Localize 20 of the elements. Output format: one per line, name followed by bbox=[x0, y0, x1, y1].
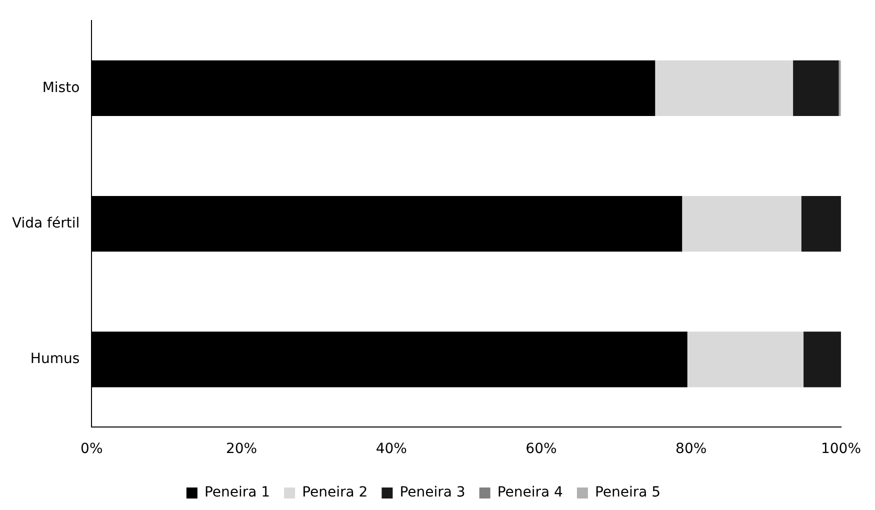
y-tick-label: Humus bbox=[30, 351, 80, 368]
y-tick-label: Misto bbox=[42, 80, 80, 96]
legend-label: Peneira 1 bbox=[204, 484, 270, 501]
x-tick-label: 40% bbox=[376, 441, 407, 458]
bar bbox=[687, 332, 804, 388]
legend-label: Peneira 5 bbox=[594, 484, 661, 501]
bar bbox=[682, 196, 802, 252]
bar bbox=[801, 196, 841, 252]
x-tick-label: 0% bbox=[80, 441, 103, 458]
bar bbox=[655, 60, 794, 116]
x-tick-label: 80% bbox=[676, 441, 707, 458]
bar bbox=[804, 332, 841, 388]
legend-label: Peneira 4 bbox=[497, 484, 564, 501]
legend-label: Peneira 2 bbox=[302, 484, 368, 501]
bar bbox=[793, 60, 839, 116]
x-tick-label: 20% bbox=[226, 441, 258, 458]
legend-label: Peneira 3 bbox=[400, 484, 466, 501]
x-tick-label: 60% bbox=[526, 441, 557, 458]
x-tick-label: 100% bbox=[820, 441, 862, 458]
y-tick-label: Vida fértil bbox=[12, 215, 80, 232]
